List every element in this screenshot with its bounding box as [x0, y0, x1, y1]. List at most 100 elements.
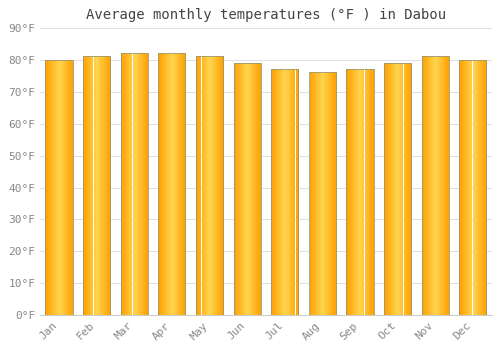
Bar: [161, 53, 162, 315]
Bar: [435, 56, 436, 315]
Bar: [294, 69, 295, 315]
Bar: [309, 72, 310, 315]
Bar: [164, 53, 166, 315]
Bar: [403, 63, 404, 315]
Bar: [196, 56, 198, 315]
Bar: [174, 53, 175, 315]
Bar: [90, 56, 92, 315]
Bar: [84, 56, 85, 315]
Bar: [290, 69, 292, 315]
Bar: [288, 69, 289, 315]
Bar: [428, 56, 430, 315]
Bar: [58, 60, 59, 315]
Bar: [222, 56, 223, 315]
Bar: [433, 56, 434, 315]
Bar: [202, 56, 203, 315]
Bar: [278, 69, 279, 315]
Bar: [256, 63, 257, 315]
Bar: [476, 60, 478, 315]
Bar: [95, 56, 96, 315]
Bar: [271, 69, 272, 315]
Bar: [398, 63, 400, 315]
Bar: [425, 56, 426, 315]
Bar: [391, 63, 392, 315]
Bar: [356, 69, 357, 315]
Bar: [466, 60, 467, 315]
Bar: [50, 60, 51, 315]
Bar: [448, 56, 449, 315]
Bar: [205, 56, 206, 315]
Bar: [120, 53, 122, 315]
Bar: [110, 56, 111, 315]
Bar: [386, 63, 387, 315]
Bar: [486, 60, 487, 315]
Bar: [134, 53, 136, 315]
Bar: [462, 60, 463, 315]
Bar: [241, 63, 242, 315]
Bar: [208, 56, 209, 315]
Bar: [146, 53, 147, 315]
Bar: [389, 63, 390, 315]
Bar: [485, 60, 486, 315]
Bar: [443, 56, 444, 315]
Bar: [159, 53, 160, 315]
Bar: [319, 72, 320, 315]
Bar: [334, 72, 335, 315]
Bar: [460, 60, 462, 315]
Bar: [142, 53, 143, 315]
Bar: [296, 69, 297, 315]
Bar: [60, 60, 62, 315]
Bar: [249, 63, 250, 315]
Bar: [173, 53, 174, 315]
Bar: [385, 63, 386, 315]
Bar: [480, 60, 481, 315]
Bar: [282, 69, 283, 315]
Bar: [200, 56, 201, 315]
Bar: [162, 53, 163, 315]
Bar: [292, 69, 294, 315]
Bar: [283, 69, 284, 315]
Bar: [402, 63, 403, 315]
Bar: [286, 69, 287, 315]
Bar: [479, 60, 480, 315]
Bar: [217, 56, 218, 315]
Bar: [133, 53, 134, 315]
Bar: [372, 69, 373, 315]
Bar: [387, 63, 388, 315]
Bar: [295, 69, 296, 315]
Bar: [120, 53, 148, 315]
Bar: [472, 60, 473, 315]
Bar: [360, 69, 361, 315]
Bar: [102, 56, 103, 315]
Bar: [65, 60, 66, 315]
Bar: [325, 72, 326, 315]
Bar: [100, 56, 101, 315]
Bar: [311, 72, 312, 315]
Bar: [236, 63, 237, 315]
Bar: [277, 69, 278, 315]
Bar: [460, 60, 486, 315]
Bar: [83, 56, 110, 315]
Bar: [246, 63, 247, 315]
Bar: [346, 69, 347, 315]
Bar: [210, 56, 211, 315]
Bar: [427, 56, 428, 315]
Bar: [393, 63, 394, 315]
Bar: [426, 56, 427, 315]
Bar: [158, 53, 159, 315]
Bar: [274, 69, 276, 315]
Bar: [69, 60, 70, 315]
Bar: [481, 60, 482, 315]
Bar: [101, 56, 102, 315]
Bar: [349, 69, 350, 315]
Bar: [64, 60, 65, 315]
Bar: [72, 60, 73, 315]
Bar: [473, 60, 474, 315]
Bar: [404, 63, 405, 315]
Bar: [216, 56, 217, 315]
Bar: [469, 60, 470, 315]
Bar: [108, 56, 109, 315]
Bar: [204, 56, 205, 315]
Bar: [172, 53, 173, 315]
Bar: [182, 53, 184, 315]
